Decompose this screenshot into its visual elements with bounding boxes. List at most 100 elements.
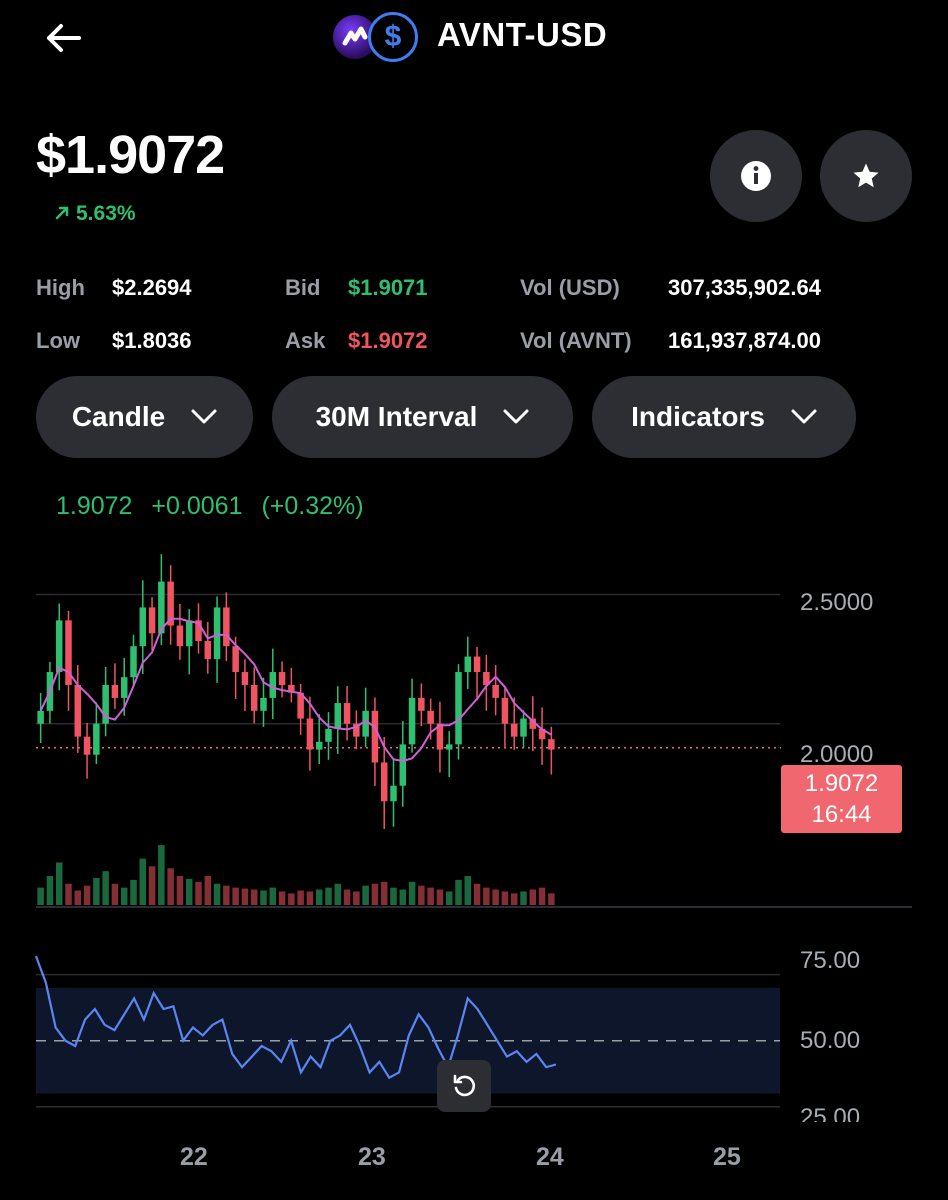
candle-body — [130, 646, 137, 678]
candle-body — [371, 710, 379, 763]
high-label: High — [36, 275, 85, 300]
arrow-up-right-icon — [55, 206, 69, 220]
volume-bar — [427, 887, 434, 905]
price-change: 5.63% — [54, 202, 136, 226]
volume-bar — [343, 889, 351, 905]
volume-bar — [362, 885, 369, 905]
candle-body — [185, 620, 193, 647]
vol-usd-label: Vol (USD) — [520, 275, 620, 300]
info-button[interactable] — [710, 130, 802, 222]
indicators-dropdown[interactable]: Indicators — [592, 376, 856, 458]
volume-bar — [548, 893, 555, 905]
candle-body — [223, 607, 230, 647]
volume-bar — [297, 890, 304, 905]
candle-body — [343, 703, 351, 724]
moving-average-line — [39, 617, 552, 762]
info-icon — [741, 161, 771, 191]
refresh-icon — [453, 1074, 476, 1097]
volume-bar — [176, 876, 184, 905]
low-value: $1.8036 — [112, 328, 192, 353]
candle-body — [548, 739, 555, 750]
page-title: AVNT-USD — [437, 16, 608, 53]
reset-zoom-button[interactable] — [437, 1060, 491, 1112]
volume-bar — [185, 878, 193, 905]
candle-body — [445, 744, 453, 750]
volume-bar — [538, 887, 546, 905]
candle-body — [520, 718, 527, 737]
ask-value: $1.9072 — [348, 328, 428, 353]
candle-body — [306, 718, 314, 750]
volume-bar — [510, 893, 518, 905]
pair-logos: $ — [330, 12, 422, 66]
volume-bar — [37, 887, 44, 905]
volume-bar — [139, 858, 147, 905]
candle-body — [297, 692, 304, 719]
price-chart[interactable] — [0, 530, 948, 1200]
volume-bar — [473, 883, 481, 905]
volume-bar — [93, 877, 100, 905]
volume-bar — [232, 887, 239, 905]
candle-body — [139, 607, 147, 647]
volume-bar — [74, 890, 82, 905]
candle-body — [483, 672, 490, 685]
candle-body — [167, 581, 174, 626]
candle-body — [148, 607, 156, 634]
candle-body — [464, 656, 472, 673]
star-icon — [853, 163, 879, 188]
favorite-button[interactable] — [820, 130, 912, 222]
legend-price: 1.9072 — [56, 492, 133, 520]
candle-body — [399, 744, 407, 786]
vol-usd-value: 307,335,902.64 — [668, 275, 821, 300]
price-change-value: 5.63% — [76, 202, 136, 225]
chart-type-label: Candle — [71, 401, 166, 432]
arrow-left-icon — [47, 24, 81, 52]
volume-bar — [223, 885, 230, 905]
back-button[interactable] — [40, 18, 86, 58]
x-tick-label: 23 — [358, 1143, 386, 1171]
candle-body — [213, 607, 221, 660]
bid-value: $1.9071 — [348, 275, 428, 300]
volume-bar — [483, 887, 490, 905]
volume-bar — [130, 879, 137, 905]
candle-body — [362, 710, 369, 737]
volume-bar — [371, 883, 379, 905]
volume-bar — [250, 889, 258, 905]
volume-bar — [288, 893, 295, 905]
volume-bar — [269, 887, 277, 905]
volume-bar — [260, 890, 267, 905]
interval-dropdown[interactable]: 30M Interval — [272, 376, 573, 458]
bid-label: Bid — [285, 275, 321, 300]
chevron-down-icon — [503, 409, 529, 424]
current-price-tag: 1.9072 16:44 — [781, 765, 902, 833]
candle-body — [436, 723, 444, 750]
volume-bar — [380, 881, 388, 905]
candle-body — [353, 723, 360, 737]
candle-body — [408, 697, 416, 745]
candle-body — [315, 741, 323, 750]
volume-bar — [46, 876, 54, 905]
volume-bar — [464, 876, 472, 905]
candle-body — [176, 625, 184, 647]
legend-change: +0.0061 — [151, 492, 243, 520]
volume-bar — [120, 887, 128, 905]
candle-body — [325, 728, 332, 742]
volume-bar — [501, 891, 509, 905]
vol-avnt-label: Vol (AVNT) — [520, 328, 632, 353]
volume-bar — [167, 868, 174, 905]
volume-bar — [418, 885, 425, 905]
candle-body — [529, 718, 537, 729]
volume-bar — [529, 889, 537, 905]
candle-body — [158, 581, 165, 634]
volume-bar — [353, 891, 360, 905]
low-label: Low — [36, 328, 80, 353]
volume-bar — [65, 883, 72, 905]
volume-bar — [195, 881, 202, 905]
vol-avnt-value: 161,937,874.00 — [668, 328, 821, 353]
candle-body — [538, 728, 546, 740]
x-tick-label: 25 — [713, 1143, 741, 1171]
rsi-tick-label: 50.00 — [800, 1027, 861, 1054]
volume-bar — [520, 891, 527, 905]
candle-body — [380, 762, 388, 802]
current-price: $1.9072 — [36, 125, 225, 185]
chart-type-dropdown[interactable]: Candle — [36, 376, 253, 458]
